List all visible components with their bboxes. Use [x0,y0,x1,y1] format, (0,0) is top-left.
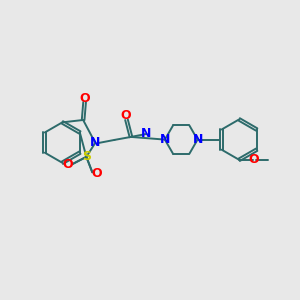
Text: O: O [79,92,90,105]
Text: O: O [249,153,259,166]
Text: S: S [82,150,91,163]
Text: O: O [91,167,102,180]
Text: N: N [141,128,152,140]
Text: N: N [159,133,170,146]
Text: O: O [63,158,73,171]
Text: N: N [90,136,101,149]
Text: O: O [121,109,131,122]
Text: N: N [193,133,203,146]
